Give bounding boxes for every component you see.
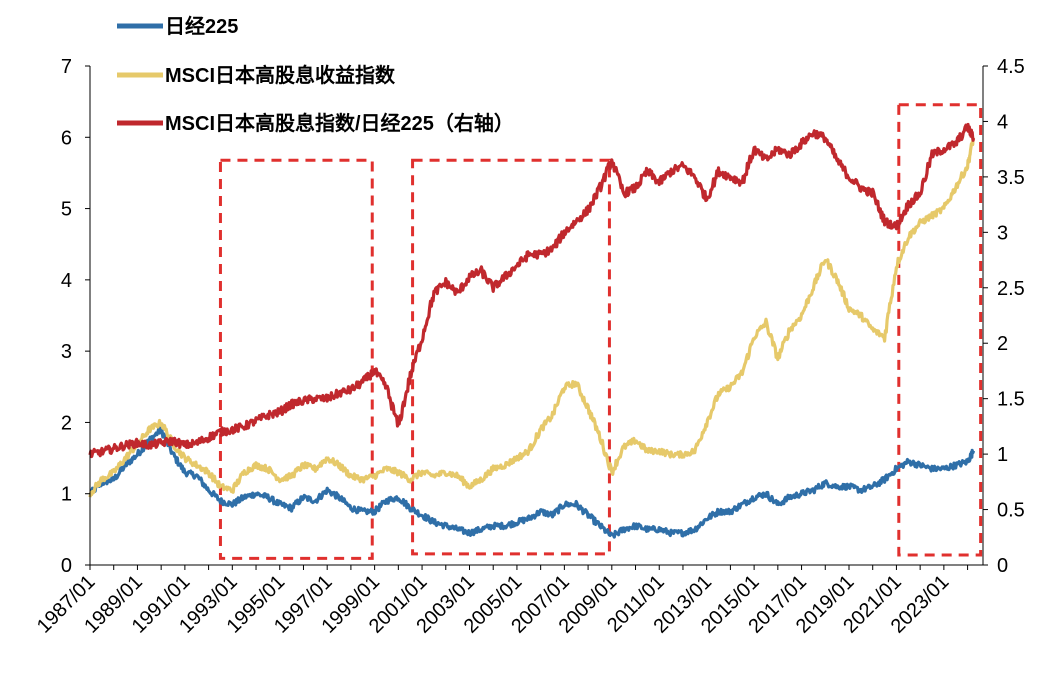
y-right-tick-label: 1 bbox=[997, 444, 1008, 466]
ratio-right-axis-line bbox=[88, 122, 976, 459]
y-left-tick-label: 0 bbox=[61, 555, 72, 577]
y-right-tick-label: 2.5 bbox=[997, 278, 1025, 300]
highlight-box bbox=[897, 103, 983, 557]
msci-high-dividend-yield-line bbox=[88, 136, 975, 498]
series-lines bbox=[88, 122, 976, 539]
y-right-tick-label: 3 bbox=[997, 222, 1008, 244]
y-right-tick-label: 1.5 bbox=[997, 389, 1025, 411]
y-left-tick-label: 4 bbox=[61, 270, 72, 292]
y-left-tick-label: 1 bbox=[61, 484, 72, 506]
legend-label: MSCI日本高股息指数/日经225（右轴） bbox=[165, 111, 514, 135]
nikkei225-line bbox=[88, 424, 976, 539]
y-right-tick-label: 0.5 bbox=[997, 500, 1025, 522]
highlight-box bbox=[411, 158, 611, 556]
highlight-boxes bbox=[218, 103, 983, 560]
y-left-tick-label: 7 bbox=[61, 56, 72, 78]
legend-label: MSCI日本高股息收益指数 bbox=[165, 63, 396, 87]
axes: 0123456700.511.522.533.544.51987/011989/… bbox=[33, 56, 1025, 638]
legend: 日经225 MSCI日本高股息收益指数 MSCI日本高股息指数/日经225（右轴） bbox=[117, 14, 514, 135]
y-right-tick-label: 2 bbox=[997, 333, 1008, 355]
y-right-tick-label: 0 bbox=[997, 555, 1008, 577]
y-left-tick-label: 5 bbox=[61, 199, 72, 221]
y-left-tick-label: 3 bbox=[61, 341, 72, 363]
y-right-tick-label: 3.5 bbox=[997, 167, 1025, 189]
legend-label: 日经225 bbox=[165, 14, 238, 38]
y-left-tick-label: 6 bbox=[61, 127, 72, 149]
highlight-box bbox=[218, 158, 374, 560]
y-right-tick-label: 4.5 bbox=[997, 56, 1025, 78]
y-left-tick-label: 2 bbox=[61, 412, 72, 434]
y-right-tick-label: 4 bbox=[997, 111, 1008, 133]
